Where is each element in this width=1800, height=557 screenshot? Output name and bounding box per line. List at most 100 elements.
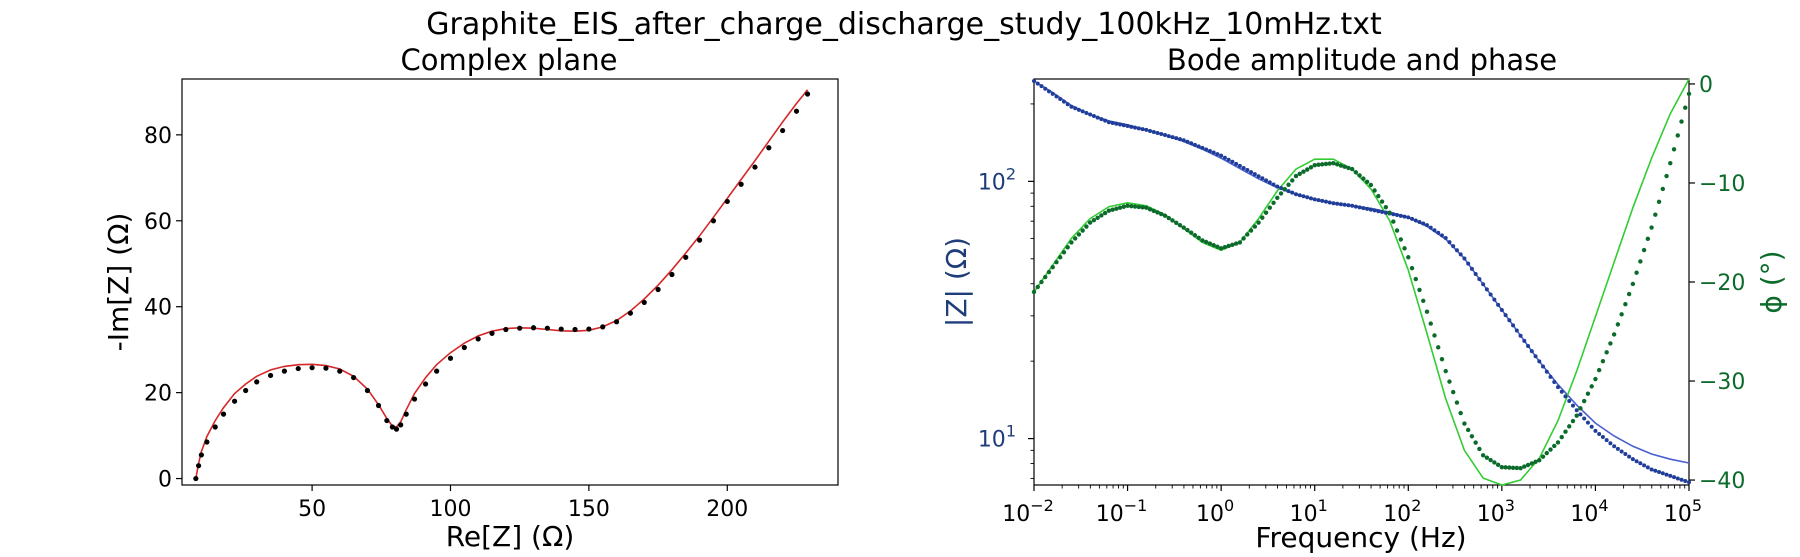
bode-phase-point [1417,287,1422,293]
bode-ytick-right-label: −20 [1699,271,1745,296]
bode-phase-point [1043,274,1048,280]
bode-phase-point [1387,210,1392,215]
bode-magnitude-point [1395,213,1400,218]
bode-magnitude-point [1110,120,1115,125]
complex-plane-data-point [309,365,315,371]
bode-magnitude-point [1264,178,1269,183]
bode-phase-point [1211,242,1216,248]
bode-phase-point [1192,233,1198,238]
complex-plane-data-point [323,365,329,371]
bode-magnitude-point [1514,328,1519,333]
bode-magnitude-point [1372,208,1377,213]
bode-magnitude-point [1234,161,1239,166]
bode-magnitude-point [1421,221,1426,226]
bode-magnitude-point [1533,354,1538,359]
bode-xtick-label: 10−2 [1002,496,1054,527]
bode-magnitude-point [1211,150,1216,155]
bode-phase-point [1421,298,1426,304]
bode-phase-point [1349,166,1355,172]
bode-phase-point [1368,182,1374,188]
bode-ylabel-left: |Z| (Ω) [940,237,973,327]
bode-magnitude-point [1256,174,1261,179]
bode-magnitude-point [1425,223,1429,228]
bode-phase-point [1413,276,1418,282]
bode-magnitude-point [1653,468,1658,473]
complex-plane-data-point [793,108,800,114]
complex-plane-data-point [447,355,454,361]
bode-magnitude-point [1361,206,1366,211]
bode-magnitude-point [1046,89,1051,94]
complex-plane-data-point [586,326,592,332]
bode-magnitude-point [1376,209,1381,214]
complex-plane-data-point [641,299,647,306]
complex-plane-data-point [766,145,772,151]
bode-phase-point [1252,224,1258,229]
complex-plane-data-point [804,91,811,97]
bode-magnitude-point [1294,192,1298,197]
bode-magnitude-point [1578,412,1583,417]
bode-magnitude-point [1215,152,1220,157]
complex-plane-ytick-label: 60 [144,210,172,235]
bode-phase-point [1473,440,1478,445]
bode-phase-point [1203,239,1209,245]
bode-magnitude-point [1084,110,1089,115]
bode-phase-point [1357,173,1362,178]
bode-phase-point [1634,270,1639,275]
complex-plane-frame [181,78,839,486]
bode-phase-point [1428,321,1433,326]
bode-magnitude-point [1593,428,1598,433]
bode-phase-point [1439,357,1445,362]
bode-magnitude-point [1402,214,1407,219]
bode-phase-point [1046,269,1052,275]
bode-title: Bode amplitude and phase [1167,43,1557,77]
bode-magnitude-point [1226,157,1231,162]
bode-magnitude-point [1600,435,1605,440]
bode-phase-point [1278,191,1284,196]
complex-plane-data-point [710,218,717,224]
bode-phase-point [1151,208,1156,214]
bode-phase-point [1656,199,1662,204]
bode-magnitude-point [1290,190,1295,195]
bode-magnitude-point [1477,277,1482,282]
bode-phase-point [1664,173,1669,179]
bode-magnitude-point [1511,323,1516,328]
complex-plane-ylabel: -Im[Z] (Ω) [102,213,135,352]
bode-magnitude-point [1252,172,1257,177]
complex-plane-data-point [375,402,382,409]
bode-magnitude-point [1095,115,1100,120]
complex-plane-data-point [530,325,537,331]
bode-phase-point [1241,236,1246,241]
bode-magnitude-fit-line [1033,80,1690,464]
bode-phase-point [1510,465,1516,470]
bode-magnitude-point [1125,124,1130,129]
complex-plane-data-point [398,422,404,428]
bode-phase-point [1432,333,1437,338]
complex-plane-data-point [254,379,260,385]
bode-phase-point [1668,160,1673,166]
bode-magnitude-point [1630,457,1635,462]
bode-phase-point [1189,230,1194,235]
bode-magnitude-point [1106,120,1111,125]
bode-phase-point [1230,242,1235,247]
bode-magnitude-point [1383,210,1388,215]
bode-magnitude-point [1305,195,1310,200]
bode-magnitude-point [1099,117,1104,122]
bode-phase-point [1308,165,1314,170]
bode-phase-point [1683,105,1688,110]
bode-phase-point [1372,188,1377,193]
bode-phase-point [1424,309,1430,314]
bode-magnitude-point [1585,420,1590,425]
complex-plane-data-point [351,374,357,381]
bode-magnitude-point [1129,124,1134,129]
bode-magnitude-point [1237,163,1242,168]
complex-plane-data-point [434,368,440,374]
bode-phase-point [1260,215,1265,220]
complex-plane-data-point [489,330,495,336]
bode-phase-point [1630,281,1636,287]
bode-phase-point [1099,213,1104,218]
bode-phase-point [1555,440,1561,445]
complex-plane-data-point [683,254,689,260]
bode-phase-point [1645,236,1651,242]
bode-phase-point [1361,176,1366,181]
bode-magnitude-point [1436,230,1441,235]
